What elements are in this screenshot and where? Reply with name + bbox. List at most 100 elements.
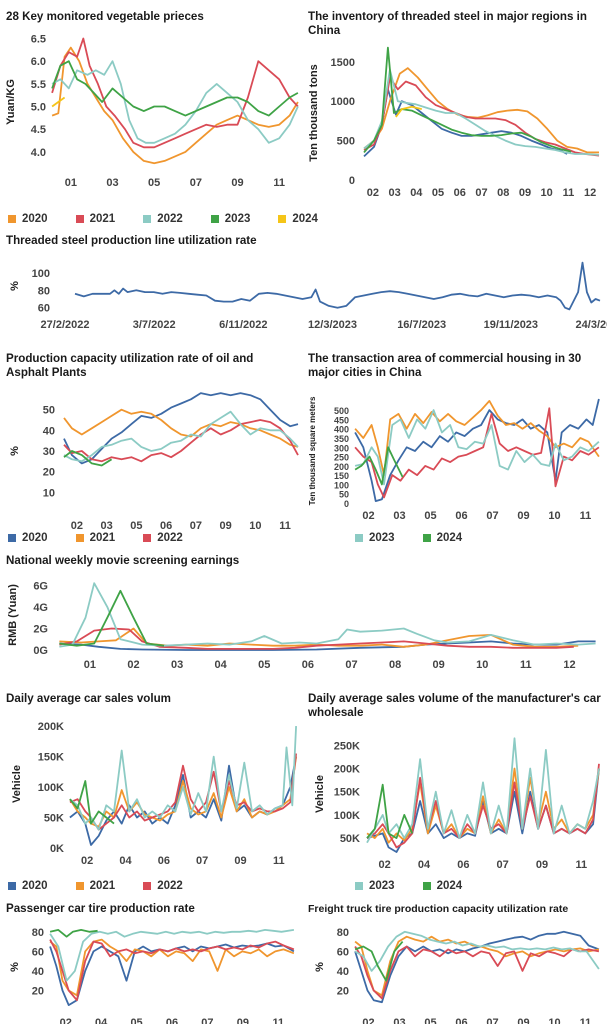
y-axis-label: Yuan/KG	[5, 79, 17, 125]
x-tick-label: 06	[166, 1017, 178, 1024]
legend-swatch	[75, 882, 84, 890]
y-tick-label: 50K	[44, 813, 64, 825]
series-line-2021	[51, 37, 299, 149]
y-axis-label: %	[9, 281, 21, 291]
series-line-2022	[51, 60, 299, 144]
x-tick-label: 04	[215, 659, 228, 671]
legend-label: 2024	[436, 880, 463, 892]
y-tick-label: 500	[334, 406, 349, 416]
series-line-2022	[59, 627, 574, 650]
x-tick-label: 07	[190, 177, 202, 189]
series-line-2023	[363, 68, 600, 156]
series-line-2022	[366, 763, 600, 849]
y-tick-label: 40	[337, 966, 349, 978]
legend-swatch	[8, 215, 16, 223]
ptire-title: Passenger car tire production rate	[6, 902, 195, 915]
x-tick-label: 07	[201, 1017, 213, 1024]
y-tick-label: 200K	[38, 721, 64, 733]
series-line-2021	[354, 935, 600, 997]
series-line-2024	[49, 929, 98, 938]
series-line-2022	[63, 419, 299, 463]
x-tick-label: 04	[418, 859, 431, 871]
y-tick-label: 100K	[334, 810, 360, 822]
x-tick-label: 07	[190, 520, 202, 532]
legend-label: 2021	[89, 213, 116, 225]
y-tick-label: 5.5	[31, 79, 46, 91]
series-line-2024	[363, 46, 572, 153]
series-line-2022	[354, 945, 600, 1000]
series-line-2021	[69, 756, 297, 828]
x-tick-label: 01	[84, 659, 96, 671]
x-tick-label: 05	[130, 1017, 142, 1024]
y-tick-label: 250K	[334, 740, 360, 752]
y-tick-label: 500	[337, 136, 355, 148]
carsales-title: Daily average car sales volum	[6, 692, 171, 705]
legend-item: 2024	[422, 532, 462, 544]
veg-chart: 6.5 6.0 5.5 5.0 4.5 4.0 01 03 05 07 09 11 Yuan/KG	[5, 34, 299, 189]
carsales-chart: 200K 150K 100K 50K 0K 02 04 06 07 09 11 Vehicle	[11, 721, 297, 867]
x-tick-label: 08	[389, 659, 401, 671]
legend-swatch	[278, 215, 287, 223]
util-chart: 100 80 60 27/2/2022 3/7/2022 6/11/2022 12/3/20…	[9, 261, 607, 331]
x-tick-label: 03	[106, 177, 118, 189]
series-line-2022	[363, 76, 600, 157]
series-line-2023	[354, 930, 600, 972]
legend-item: 2024	[422, 880, 463, 892]
x-tick-label: 3/7/2022	[133, 319, 176, 331]
legend-item: 2022	[143, 880, 183, 892]
series-line-2024	[366, 783, 414, 839]
x-tick-label: 03	[393, 1017, 405, 1024]
x-tick-label: 09	[517, 510, 529, 522]
series-line-2023	[51, 60, 299, 117]
x-tick-label: 06	[455, 1017, 467, 1024]
x-tick-label: 03	[101, 520, 113, 532]
y-tick-label: 0	[349, 175, 355, 187]
series-line-2020	[49, 942, 295, 1006]
y-axis-label: RMB (Yuan)	[7, 584, 19, 646]
y-tick-label: 20	[32, 985, 44, 997]
series-line-2022	[49, 939, 295, 1002]
x-tick-label: 05	[432, 187, 444, 199]
x-tick-label: 10	[541, 187, 553, 199]
veg-title: 28 Key monitored vegetable prieces	[6, 10, 204, 23]
legend-label: 2022	[157, 880, 183, 892]
y-tick-label: 0G	[33, 645, 48, 657]
x-tick-label: 27/2/2022	[41, 319, 90, 331]
x-tick-label: 02	[362, 1017, 374, 1024]
y-tick-label: 4G	[33, 602, 48, 614]
x-tick-label: 09	[234, 855, 246, 867]
series-line-2020	[63, 392, 299, 465]
y-tick-label: 150K	[38, 752, 64, 764]
series-line-2023	[366, 737, 600, 844]
ptire-chart: 80 60 40 20 02 04 05 06 07 09 11%	[9, 927, 295, 1024]
y-axis-label: Vehicle	[314, 775, 326, 813]
inv-chart: 1500 1000 500 0 02 03 04 05 06 07 08 09 10 11 12 Ten th…	[308, 46, 600, 199]
x-tick-label: 07	[345, 659, 357, 671]
movie-chart: 6G 4G 2G 0G 01 02 03 04 05 06 07 08 09 10 11 12 RMB (Yua…	[7, 580, 596, 671]
legend-item: 2023	[355, 880, 395, 892]
legend-swatch	[75, 215, 84, 223]
legend-item: 2024	[278, 213, 318, 225]
y-tick-label: 20	[337, 985, 349, 997]
y-tick-label: 1500	[331, 57, 355, 69]
y-tick-label: 0K	[50, 843, 64, 855]
series-line-2021	[366, 767, 600, 844]
series-line-2023	[354, 409, 600, 486]
y-tick-label: 80	[38, 285, 50, 297]
x-tick-label: 12	[563, 659, 575, 671]
wholesale-chart: 250K 200K 150K 100K 50K 02 04 06 07 09 11 Vehicle	[314, 737, 600, 871]
veg-legend: 2020 2021 2022 2023 2024	[8, 213, 346, 226]
y-tick-label: 450	[334, 415, 349, 425]
y-tick-label: 100K	[38, 782, 64, 794]
legend-label: 2023	[369, 880, 395, 892]
ttire-chart: 80 60 40 20 02 03 05 06 07 09 10 11%	[314, 927, 600, 1024]
y-tick-label: 80	[32, 927, 44, 939]
legend-label: 2022	[157, 213, 183, 225]
x-tick-label: 05	[258, 659, 270, 671]
x-tick-label: 02	[367, 187, 379, 199]
x-tick-label: 03	[388, 187, 400, 199]
y-axis-label: %	[9, 446, 21, 456]
x-tick-label: 02	[127, 659, 139, 671]
y-tick-label: 20	[43, 467, 55, 479]
movie-title: National weekly movie screening earnings	[6, 554, 240, 567]
